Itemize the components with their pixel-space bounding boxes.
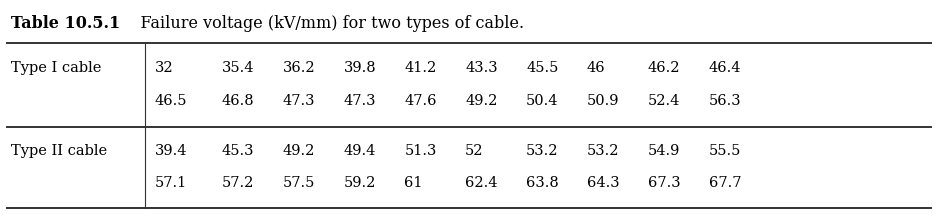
Text: 62.4: 62.4	[465, 176, 498, 190]
Text: 46: 46	[587, 61, 606, 75]
Text: 32: 32	[154, 61, 173, 75]
Text: 54.9: 54.9	[648, 144, 680, 158]
Text: 51.3: 51.3	[404, 144, 437, 158]
Text: 57.1: 57.1	[154, 176, 186, 190]
Text: 67.3: 67.3	[648, 176, 680, 190]
Text: 45.3: 45.3	[222, 144, 255, 158]
Text: 35.4: 35.4	[222, 61, 255, 75]
Text: 56.3: 56.3	[709, 94, 741, 108]
Text: 55.5: 55.5	[709, 144, 741, 158]
Text: 46.5: 46.5	[154, 94, 187, 108]
Text: 47.3: 47.3	[344, 94, 376, 108]
Text: 36.2: 36.2	[283, 61, 315, 75]
Text: 52.4: 52.4	[648, 94, 680, 108]
Text: 64.3: 64.3	[587, 176, 620, 190]
Text: 46.8: 46.8	[222, 94, 255, 108]
Text: 49.2: 49.2	[283, 144, 315, 158]
Text: 53.2: 53.2	[526, 144, 559, 158]
Text: 49.4: 49.4	[344, 144, 376, 158]
Text: 47.3: 47.3	[283, 94, 315, 108]
Text: 46.2: 46.2	[648, 61, 680, 75]
Text: 50.9: 50.9	[587, 94, 620, 108]
Text: 52: 52	[465, 144, 484, 158]
Text: 59.2: 59.2	[344, 176, 376, 190]
Text: 57.2: 57.2	[222, 176, 255, 190]
Text: Failure voltage (kV/mm) for two types of cable.: Failure voltage (kV/mm) for two types of…	[121, 15, 524, 32]
Text: 41.2: 41.2	[404, 61, 436, 75]
Text: 53.2: 53.2	[587, 144, 620, 158]
Text: 50.4: 50.4	[526, 94, 559, 108]
Text: 61: 61	[404, 176, 423, 190]
Text: 45.5: 45.5	[526, 61, 559, 75]
Text: 47.6: 47.6	[404, 94, 437, 108]
Text: 43.3: 43.3	[465, 61, 498, 75]
Text: Table 10.5.1: Table 10.5.1	[11, 15, 121, 32]
Text: 63.8: 63.8	[526, 176, 559, 190]
Text: 49.2: 49.2	[465, 94, 498, 108]
Text: 57.5: 57.5	[283, 176, 315, 190]
Text: 67.7: 67.7	[709, 176, 741, 190]
Text: 46.4: 46.4	[709, 61, 741, 75]
Text: Type II cable: Type II cable	[11, 144, 108, 158]
Text: Type I cable: Type I cable	[11, 61, 102, 75]
Text: 39.4: 39.4	[154, 144, 187, 158]
Text: 39.8: 39.8	[344, 61, 376, 75]
